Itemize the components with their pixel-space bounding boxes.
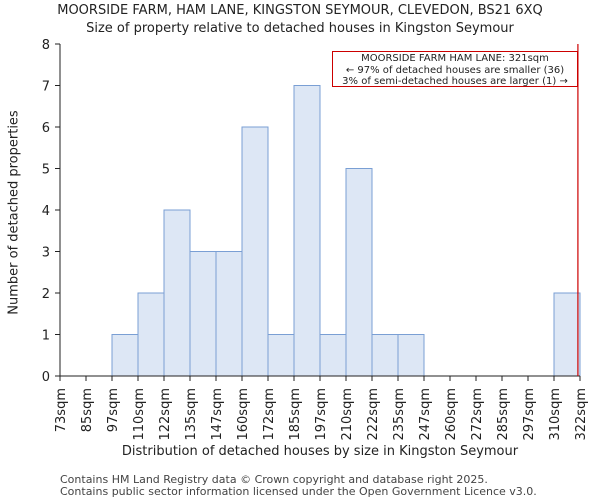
y-tick-label: 5 <box>42 163 50 178</box>
x-tick-label: 73sqm <box>54 388 69 432</box>
x-tick-label: 297sqm <box>522 388 537 441</box>
histogram-bar <box>241 126 269 377</box>
y-tick-label: 2 <box>42 287 50 302</box>
histogram-bar <box>215 251 243 377</box>
x-tick-label: 310sqm <box>548 388 563 441</box>
x-tick-label: 110sqm <box>132 388 147 441</box>
histogram-bar <box>293 85 321 377</box>
histogram-bar <box>319 334 347 377</box>
x-tick-label: 172sqm <box>262 388 277 441</box>
y-tick-label: 8 <box>42 38 50 53</box>
x-tick-label: 322sqm <box>574 388 589 441</box>
x-tick-label: 260sqm <box>444 388 459 441</box>
x-tick-label: 160sqm <box>236 388 251 441</box>
x-tick-label: 222sqm <box>366 388 381 441</box>
x-tick-label: 185sqm <box>288 388 303 441</box>
x-tick-label: 97sqm <box>106 388 121 432</box>
y-axis-label: Number of detached properties <box>6 110 22 315</box>
chart-title: MOORSIDE FARM, HAM LANE, KINGSTON SEYMOU… <box>57 3 543 18</box>
y-tick-label: 7 <box>42 80 50 95</box>
x-tick-label: 147sqm <box>210 388 225 441</box>
footer-copyright: Contains HM Land Registry data © Crown c… <box>60 473 488 486</box>
x-tick-label: 122sqm <box>158 388 173 441</box>
histogram-bar <box>267 334 295 377</box>
histogram-bar <box>163 209 191 377</box>
histogram-bar <box>137 292 165 377</box>
y-tick-label: 1 <box>42 329 50 344</box>
footer-licence: Contains public sector information licen… <box>60 485 537 498</box>
x-tick-label: 235sqm <box>392 388 407 441</box>
annotation-line-3: 3% of semi-detached houses are larger (1… <box>342 76 568 87</box>
annotation-line-1: MOORSIDE FARM HAM LANE: 321sqm <box>361 53 549 64</box>
y-tick-label: 3 <box>42 246 50 261</box>
histogram-bar <box>189 251 217 377</box>
x-tick-label: 197sqm <box>314 388 329 441</box>
property-annotation: MOORSIDE FARM HAM LANE: 321sqm ← 97% of … <box>332 51 578 87</box>
chart-subtitle: Size of property relative to detached ho… <box>86 21 514 36</box>
x-tick-label: 272sqm <box>470 388 485 441</box>
histogram-bar <box>111 334 139 377</box>
histogram-bar <box>553 292 581 377</box>
annotation-line-2: ← 97% of detached houses are smaller (36… <box>345 64 565 76</box>
y-tick-label: 0 <box>42 370 50 385</box>
histogram-bar <box>371 334 399 377</box>
y-tick-label: 4 <box>42 204 50 219</box>
x-tick-label: 135sqm <box>184 388 199 441</box>
y-tick-label: 6 <box>42 121 50 136</box>
x-tick-label: 247sqm <box>418 388 433 441</box>
x-tick-label: 85sqm <box>80 388 95 432</box>
x-tick-label: 210sqm <box>340 388 355 441</box>
histogram-bar <box>397 334 425 377</box>
histogram-bar <box>345 168 373 377</box>
x-tick-label: 285sqm <box>496 388 511 441</box>
x-axis-label: Distribution of detached houses by size … <box>121 444 519 459</box>
